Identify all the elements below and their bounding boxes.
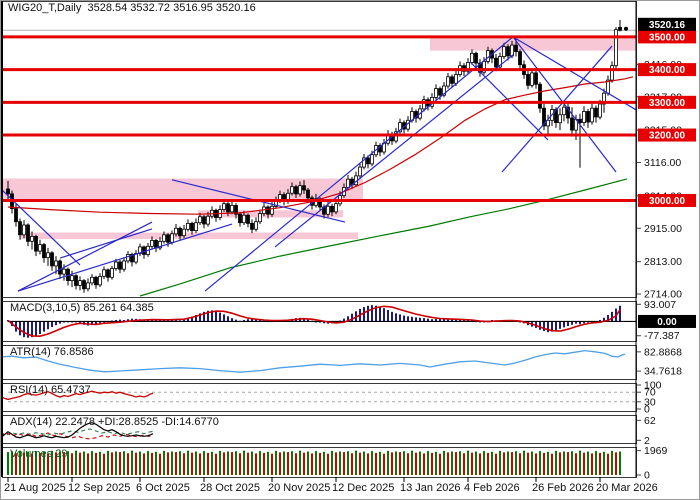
- svg-text:1969: 1969: [644, 445, 668, 457]
- ma-green-line: [139, 178, 628, 297]
- trendline: [17, 221, 153, 292]
- supply-demand-zone: [20, 232, 358, 240]
- price-level-badge: [638, 128, 696, 142]
- trendline: [204, 36, 514, 292]
- atr-label: ATR(14) 76.8586: [10, 346, 94, 358]
- date-axis-label: 21 Aug 2025: [4, 482, 66, 494]
- date-axis-label: 13 Jan 2026: [400, 482, 461, 494]
- date-axis-label: 4 Feb 2026: [464, 482, 520, 494]
- svg-text:30: 30: [644, 396, 656, 408]
- atr-line: [0, 349, 626, 373]
- price-level-badge: [638, 63, 696, 77]
- price-axis-label: 2915.00: [644, 223, 682, 235]
- svg-text:3500.00: 3500.00: [649, 32, 686, 43]
- chart-title: WIG20_T,Daily 3528.54 3532.72 3516.95 35…: [8, 2, 256, 14]
- price-axis-label: 2714.00: [644, 289, 682, 301]
- volume-bars: [7, 450, 621, 475]
- price-level-badge: [638, 95, 696, 109]
- svg-text:3300.00: 3300.00: [649, 98, 686, 109]
- trendline: [17, 223, 233, 292]
- close-marker-dot: [624, 26, 628, 31]
- price-axis-label: 3116.00: [644, 157, 681, 169]
- svg-text:0.00: 0.00: [657, 317, 677, 328]
- rsi-label: RSI(14) 65.4737: [10, 384, 91, 396]
- svg-text:62: 62: [644, 415, 656, 427]
- date-axis-label: 6 Oct 2025: [136, 482, 190, 494]
- svg-text:3000.00: 3000.00: [649, 196, 686, 207]
- trendline: [512, 36, 637, 111]
- date-axis-label: 20 Nov 2025: [268, 482, 330, 494]
- price-level-badge: [638, 30, 696, 44]
- trendline: [274, 54, 514, 248]
- date-axis-label: 20 Mar 2026: [596, 482, 658, 494]
- date-axis-label: 12 Sep 2025: [68, 482, 130, 494]
- svg-text:0: 0: [644, 404, 650, 416]
- volumes-label: Volumes 29: [10, 448, 68, 460]
- date-axis-label: 12 Dec 2025: [332, 482, 394, 494]
- price-axis-label: 2813.00: [644, 256, 682, 268]
- macd-signal-line: [7, 305, 621, 338]
- rsi-line: [0, 390, 154, 401]
- svg-text:-77.387: -77.387: [644, 330, 680, 342]
- date-axis-label: 28 Oct 2025: [200, 482, 260, 494]
- svg-text:3520.16: 3520.16: [649, 20, 686, 31]
- svg-text:70: 70: [644, 387, 656, 399]
- candles-layer: [6, 19, 622, 293]
- svg-text:0: 0: [644, 470, 650, 482]
- trendline: [59, 228, 153, 259]
- panel-border: [2, 383, 637, 412]
- adx-label: ADX(14) 22.2478 +DI:28.8525 -DI:14.6770: [10, 416, 219, 428]
- price-level-badge: [638, 193, 696, 207]
- supply-demand-zone: [430, 38, 636, 51]
- macd-label: MACD(3,10,5) 85.261 64.385: [10, 302, 154, 314]
- trendline: [512, 36, 617, 173]
- trendline: [501, 45, 613, 173]
- svg-text:3200.00: 3200.00: [649, 131, 686, 142]
- svg-text:34.7618: 34.7618: [644, 366, 682, 378]
- supply-demand-zone: [3, 178, 363, 200]
- adx-plus-di-line: [0, 428, 154, 436]
- svg-text:2: 2: [644, 435, 650, 447]
- svg-text:100: 100: [644, 380, 662, 392]
- svg-text:93.007: 93.007: [644, 299, 676, 311]
- adx-main-line: [0, 422, 154, 439]
- macd-panel: [7, 305, 636, 338]
- panel-border: [2, 345, 637, 380]
- ma-red-line: [7, 76, 634, 215]
- svg-text:82.8868: 82.8868: [644, 346, 682, 358]
- macd-zero-badge: [638, 314, 696, 328]
- date-axis: 21 Aug 2025 12 Sep 2025 6 Oct 2025 28 Oct 2…: [4, 477, 658, 494]
- date-axis-label: 26 Feb 2026: [532, 482, 594, 494]
- current-price-badge: [638, 17, 696, 31]
- svg-text:3400.00: 3400.00: [649, 65, 686, 76]
- trendline: [1, 189, 81, 266]
